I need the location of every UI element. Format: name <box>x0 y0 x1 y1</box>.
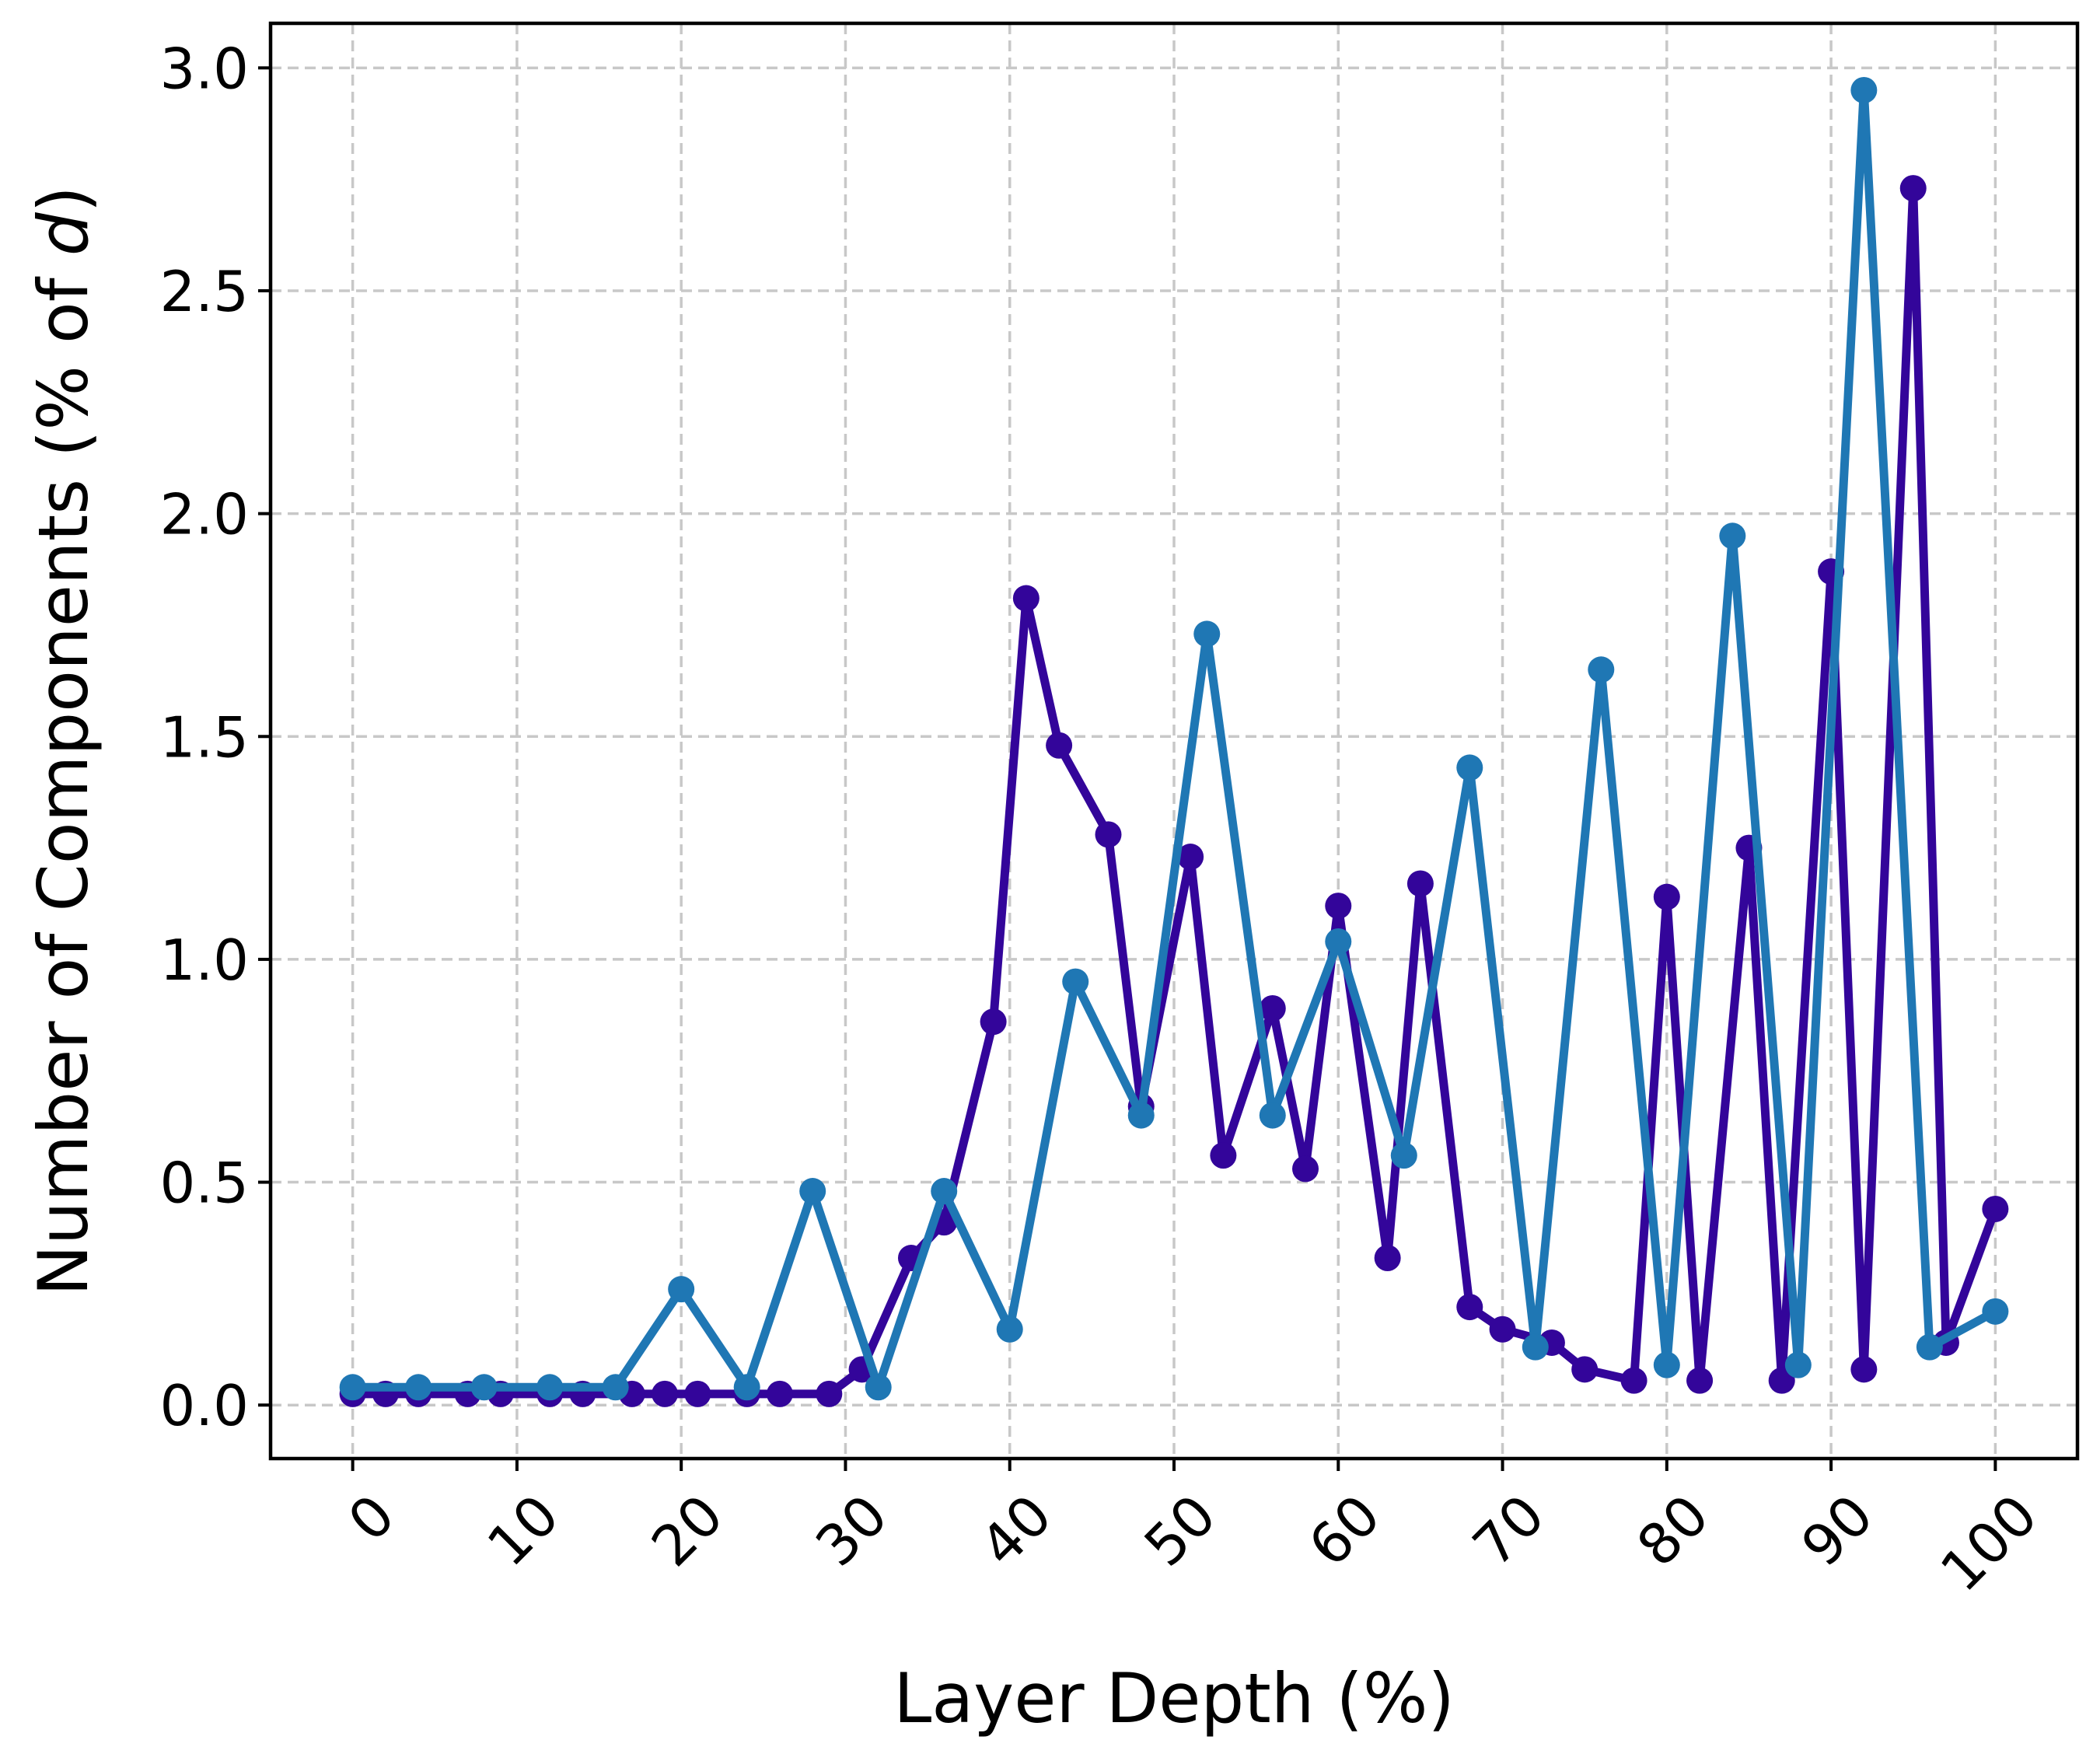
data-point <box>1062 968 1089 995</box>
data-point <box>733 1374 760 1401</box>
x-tick-label: 30 <box>803 1483 900 1579</box>
data-point <box>1982 1298 2009 1325</box>
x-tick-label: 70 <box>1460 1483 1557 1579</box>
grid <box>271 23 2077 1459</box>
data-point <box>1784 1351 1812 1378</box>
x-tick-label: 10 <box>475 1483 571 1579</box>
data-point <box>1374 1245 1401 1272</box>
data-point <box>1719 522 1746 550</box>
data-point <box>1522 1333 1549 1361</box>
data-point <box>1046 732 1073 759</box>
data-point <box>1571 1356 1599 1383</box>
x-tick-label: 90 <box>1789 1483 1885 1579</box>
plot-frame <box>268 21 2080 1461</box>
data-point <box>1193 620 1221 648</box>
x-tick-label: 0 <box>336 1483 407 1554</box>
y-tick-label: 2.0 <box>159 482 249 547</box>
y-tick-label: 3.0 <box>159 36 249 101</box>
data-point <box>1768 1367 1795 1394</box>
y-tick-label: 1.5 <box>159 704 249 770</box>
data-point <box>1456 754 1483 781</box>
data-point <box>816 1380 843 1407</box>
data-point <box>865 1374 892 1401</box>
x-tick-label: 20 <box>639 1483 736 1579</box>
data-point <box>931 1178 958 1205</box>
data-point <box>1095 821 1122 848</box>
x-tick-label: 50 <box>1132 1483 1228 1579</box>
data-point <box>1916 1333 1943 1361</box>
data-point <box>1982 1195 2009 1222</box>
y-tick-label: 2.5 <box>159 259 249 324</box>
data-point <box>1292 1155 1319 1183</box>
x-tick-label: 60 <box>1296 1483 1392 1579</box>
data-point <box>1653 883 1680 910</box>
data-point <box>1325 893 1352 920</box>
data-point <box>1489 1316 1516 1343</box>
data-point <box>1406 870 1434 897</box>
data-point <box>1177 844 1204 871</box>
x-tick-label: 80 <box>1625 1483 1721 1579</box>
data-point <box>1620 1367 1648 1394</box>
y-axis-label: Number of Components (% of d) <box>23 186 103 1296</box>
data-point <box>1850 1356 1878 1383</box>
data-point <box>1325 928 1352 955</box>
data-point <box>536 1374 564 1401</box>
data-point <box>1210 1142 1237 1169</box>
data-point <box>652 1380 679 1407</box>
data-point <box>668 1276 695 1303</box>
data-point <box>339 1374 366 1401</box>
data-point <box>1653 1351 1680 1378</box>
data-point <box>1456 1294 1483 1321</box>
data-point <box>1390 1142 1417 1169</box>
data-point <box>1686 1367 1714 1394</box>
data-point <box>602 1374 629 1401</box>
data-point <box>1259 1102 1286 1129</box>
data-point <box>1850 76 1878 103</box>
x-tick-label: 40 <box>967 1483 1064 1579</box>
y-axis-label-prefix: Number of Components (% of <box>23 256 103 1296</box>
data-point <box>996 1316 1023 1343</box>
data-point <box>684 1380 711 1407</box>
series-2 <box>339 76 2009 1401</box>
x-tick-label: 100 <box>1928 1483 2050 1605</box>
data-series <box>339 76 2009 1407</box>
data-point <box>1588 656 1615 683</box>
data-point <box>470 1374 498 1401</box>
series-line <box>348 86 2000 1392</box>
y-tick-label: 1.0 <box>159 928 249 993</box>
data-point <box>1899 175 1927 202</box>
data-point <box>405 1374 432 1401</box>
y-tick-label: 0.0 <box>159 1373 249 1438</box>
y-axis-label-suffix: ) <box>23 186 103 212</box>
y-axis-label-variable: d <box>23 211 103 256</box>
y-tick-label: 0.5 <box>159 1151 249 1216</box>
data-point <box>766 1380 793 1407</box>
data-point <box>1259 994 1286 1022</box>
data-point <box>980 1008 1007 1036</box>
data-point <box>1012 585 1040 612</box>
data-point <box>1127 1102 1155 1129</box>
data-point <box>799 1178 826 1205</box>
x-axis-label: Layer Depth (%) <box>893 1658 1455 1738</box>
